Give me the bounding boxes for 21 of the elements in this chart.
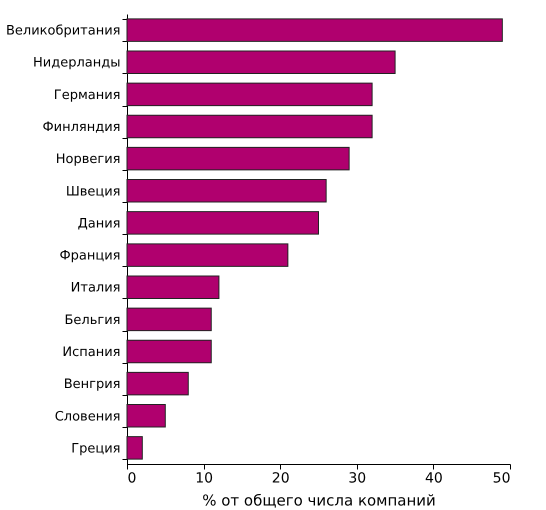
- y-tick-label: Великобритания: [6, 24, 120, 39]
- x-tick-label: 20: [272, 470, 290, 486]
- x-tick-label: 40: [424, 470, 443, 486]
- x-tick-label: 50: [492, 470, 510, 486]
- x-axis-title: % от общего числа компаний: [202, 492, 436, 510]
- y-tick-label: Италия: [70, 280, 120, 296]
- y-tick-label: Испания: [62, 345, 120, 360]
- x-tick-label: 0: [128, 470, 136, 486]
- y-tick-label: Дания: [78, 216, 120, 232]
- y-tick-label: Германия: [54, 88, 120, 103]
- x-tick-label: 10: [195, 470, 214, 486]
- y-tick-label: Швеция: [66, 184, 120, 200]
- y-tick-label: Норвегия: [56, 152, 120, 168]
- y-tick-label: Бельгия: [64, 312, 120, 328]
- x-tick-label: 30: [348, 470, 366, 486]
- y-tick-label: Франция: [59, 248, 120, 264]
- y-tick-label: Венгрия: [64, 377, 120, 392]
- y-tick-label: Греция: [71, 441, 120, 456]
- y-tick-label: Нидерланды: [33, 56, 120, 71]
- y-tick-label: Финляндия: [42, 120, 120, 135]
- y-tick-label: Словения: [54, 409, 120, 424]
